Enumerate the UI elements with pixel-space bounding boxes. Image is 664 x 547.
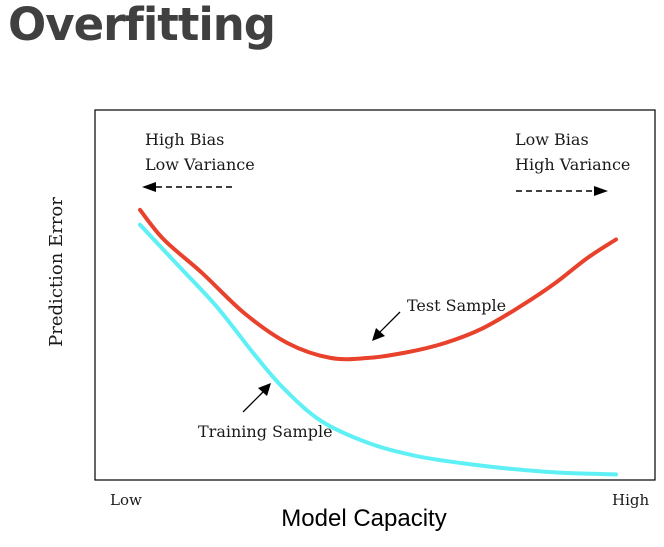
plot-frame bbox=[94, 109, 656, 481]
test-sample-label: Test Sample bbox=[407, 296, 506, 315]
annotation-high-variance: High Variance bbox=[515, 155, 630, 174]
y-axis-label: Prediction Error bbox=[46, 197, 67, 347]
training-sample-label: Training Sample bbox=[198, 422, 333, 441]
test-curve-group bbox=[138, 207, 618, 362]
training-sample-curve bbox=[138, 222, 618, 477]
x-tick-low: Low bbox=[110, 491, 142, 509]
right-arrow bbox=[516, 186, 608, 196]
annotation-low-bias: Low Bias bbox=[515, 130, 589, 149]
test-pointer-arrow bbox=[372, 311, 401, 341]
test-sample-curve bbox=[138, 207, 618, 362]
training-pointer-arrow bbox=[242, 383, 271, 413]
x-tick-high: High bbox=[612, 491, 649, 509]
training-curve-group bbox=[138, 222, 618, 477]
left-arrow bbox=[142, 182, 232, 192]
x-axis-title: Model Capacity bbox=[281, 505, 447, 532]
slide-title: Overfitting bbox=[8, 0, 276, 51]
annotation-low-variance: Low Variance bbox=[145, 155, 255, 174]
annotation-high-bias: High Bias bbox=[145, 130, 224, 149]
